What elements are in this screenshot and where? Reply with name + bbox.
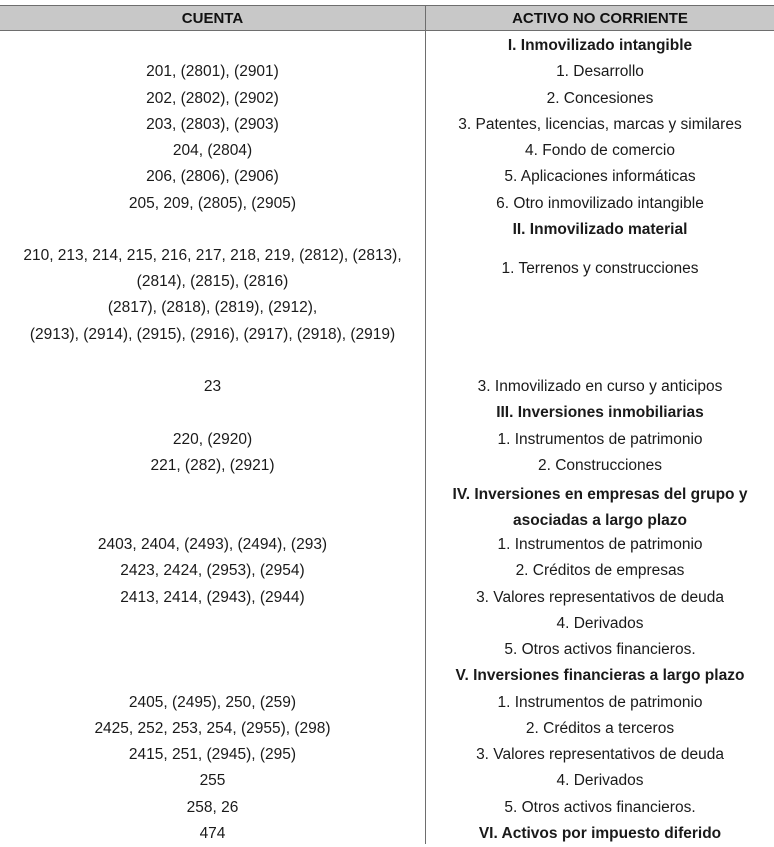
line-item: 1. Terrenos y construcciones [501,260,699,277]
account-codes: (2817), (2818), (2819), (2912), [107,299,318,316]
section-heading: I. Inmovilizado intangible [507,37,693,54]
line-item: 2. Concesiones [546,90,654,107]
line-item: 5. Otros activos financieros. [504,641,696,658]
account-codes: 210, 213, 214, 215, 216, 217, 218, 219, … [23,247,402,290]
line-item: 1. Instrumentos de patrimonio [497,694,703,711]
account-codes: 203, (2803), (2903) [146,116,279,133]
account-codes: 474 [199,825,226,842]
account-codes: 201, (2801), (2901) [146,63,279,80]
line-item: 1. Instrumentos de patrimonio [497,536,703,553]
account-codes: 2415, 251, (2945), (295) [128,746,297,763]
section-heading: IV. Inversiones en empresas del grupo y … [452,486,748,529]
account-codes: 202, (2802), (2902) [146,90,279,107]
account-codes: 2413, 2414, (2943), (2944) [120,589,305,606]
line-item: 4. Derivados [556,772,644,789]
line-item: 5. Otros activos financieros. [504,799,696,816]
account-codes: (2913), (2914), (2915), (2916), (2917), … [29,326,396,343]
section-heading: III. Inversiones inmobiliarias [496,404,704,421]
line-item: 4. Derivados [556,615,644,632]
account-codes: 220, (2920) [172,431,253,448]
header-cuenta: CUENTA [0,6,426,30]
account-codes: 204, (2804) [172,142,253,159]
line-item: 2. Construcciones [537,457,663,474]
account-codes: 2425, 252, 253, 254, (2955), (298) [94,720,331,737]
line-item: 5. Aplicaciones informáticas [504,168,696,185]
line-item: 3. Inmovilizado en curso y anticipos [477,378,723,395]
header-activo-no-corriente: ACTIVO NO CORRIENTE [512,9,688,27]
table-header: CUENTA ACTIVO NO CORRIENTE [0,5,774,31]
line-item: 3. Patentes, licencias, marcas y similar… [458,116,742,133]
account-codes: 255 [199,772,226,789]
account-codes: 258, 26 [186,799,239,816]
account-codes: 23 [203,378,222,395]
line-item: 2. Créditos a terceros [525,720,675,737]
account-codes: 205, 209, (2805), (2905) [128,195,297,212]
account-codes: 2403, 2404, (2493), (2494), (293) [97,536,328,553]
section-heading: V. Inversiones financieras a largo plazo [455,667,745,684]
account-codes: 2423, 2424, (2953), (2954) [120,562,305,579]
line-item: 1. Desarrollo [556,63,644,80]
line-item: 1. Instrumentos de patrimonio [497,431,703,448]
section-heading: VI. Activos por impuesto diferido [478,825,722,842]
section-heading: II. Inmovilizado material [512,221,688,238]
account-codes: 206, (2806), (2906) [146,168,279,185]
account-codes: 221, (282), (2921) [150,457,275,474]
line-item: 2. Créditos de empresas [515,562,685,579]
account-codes: 2405, (2495), 250, (259) [128,694,297,711]
line-item: 6. Otro inmovilizado intangible [496,195,704,212]
column-divider [425,31,426,844]
line-item: 4. Fondo de comercio [525,142,675,159]
line-item: 3. Valores representativos de deuda [476,746,724,763]
line-item: 3. Valores representativos de deuda [476,589,724,606]
